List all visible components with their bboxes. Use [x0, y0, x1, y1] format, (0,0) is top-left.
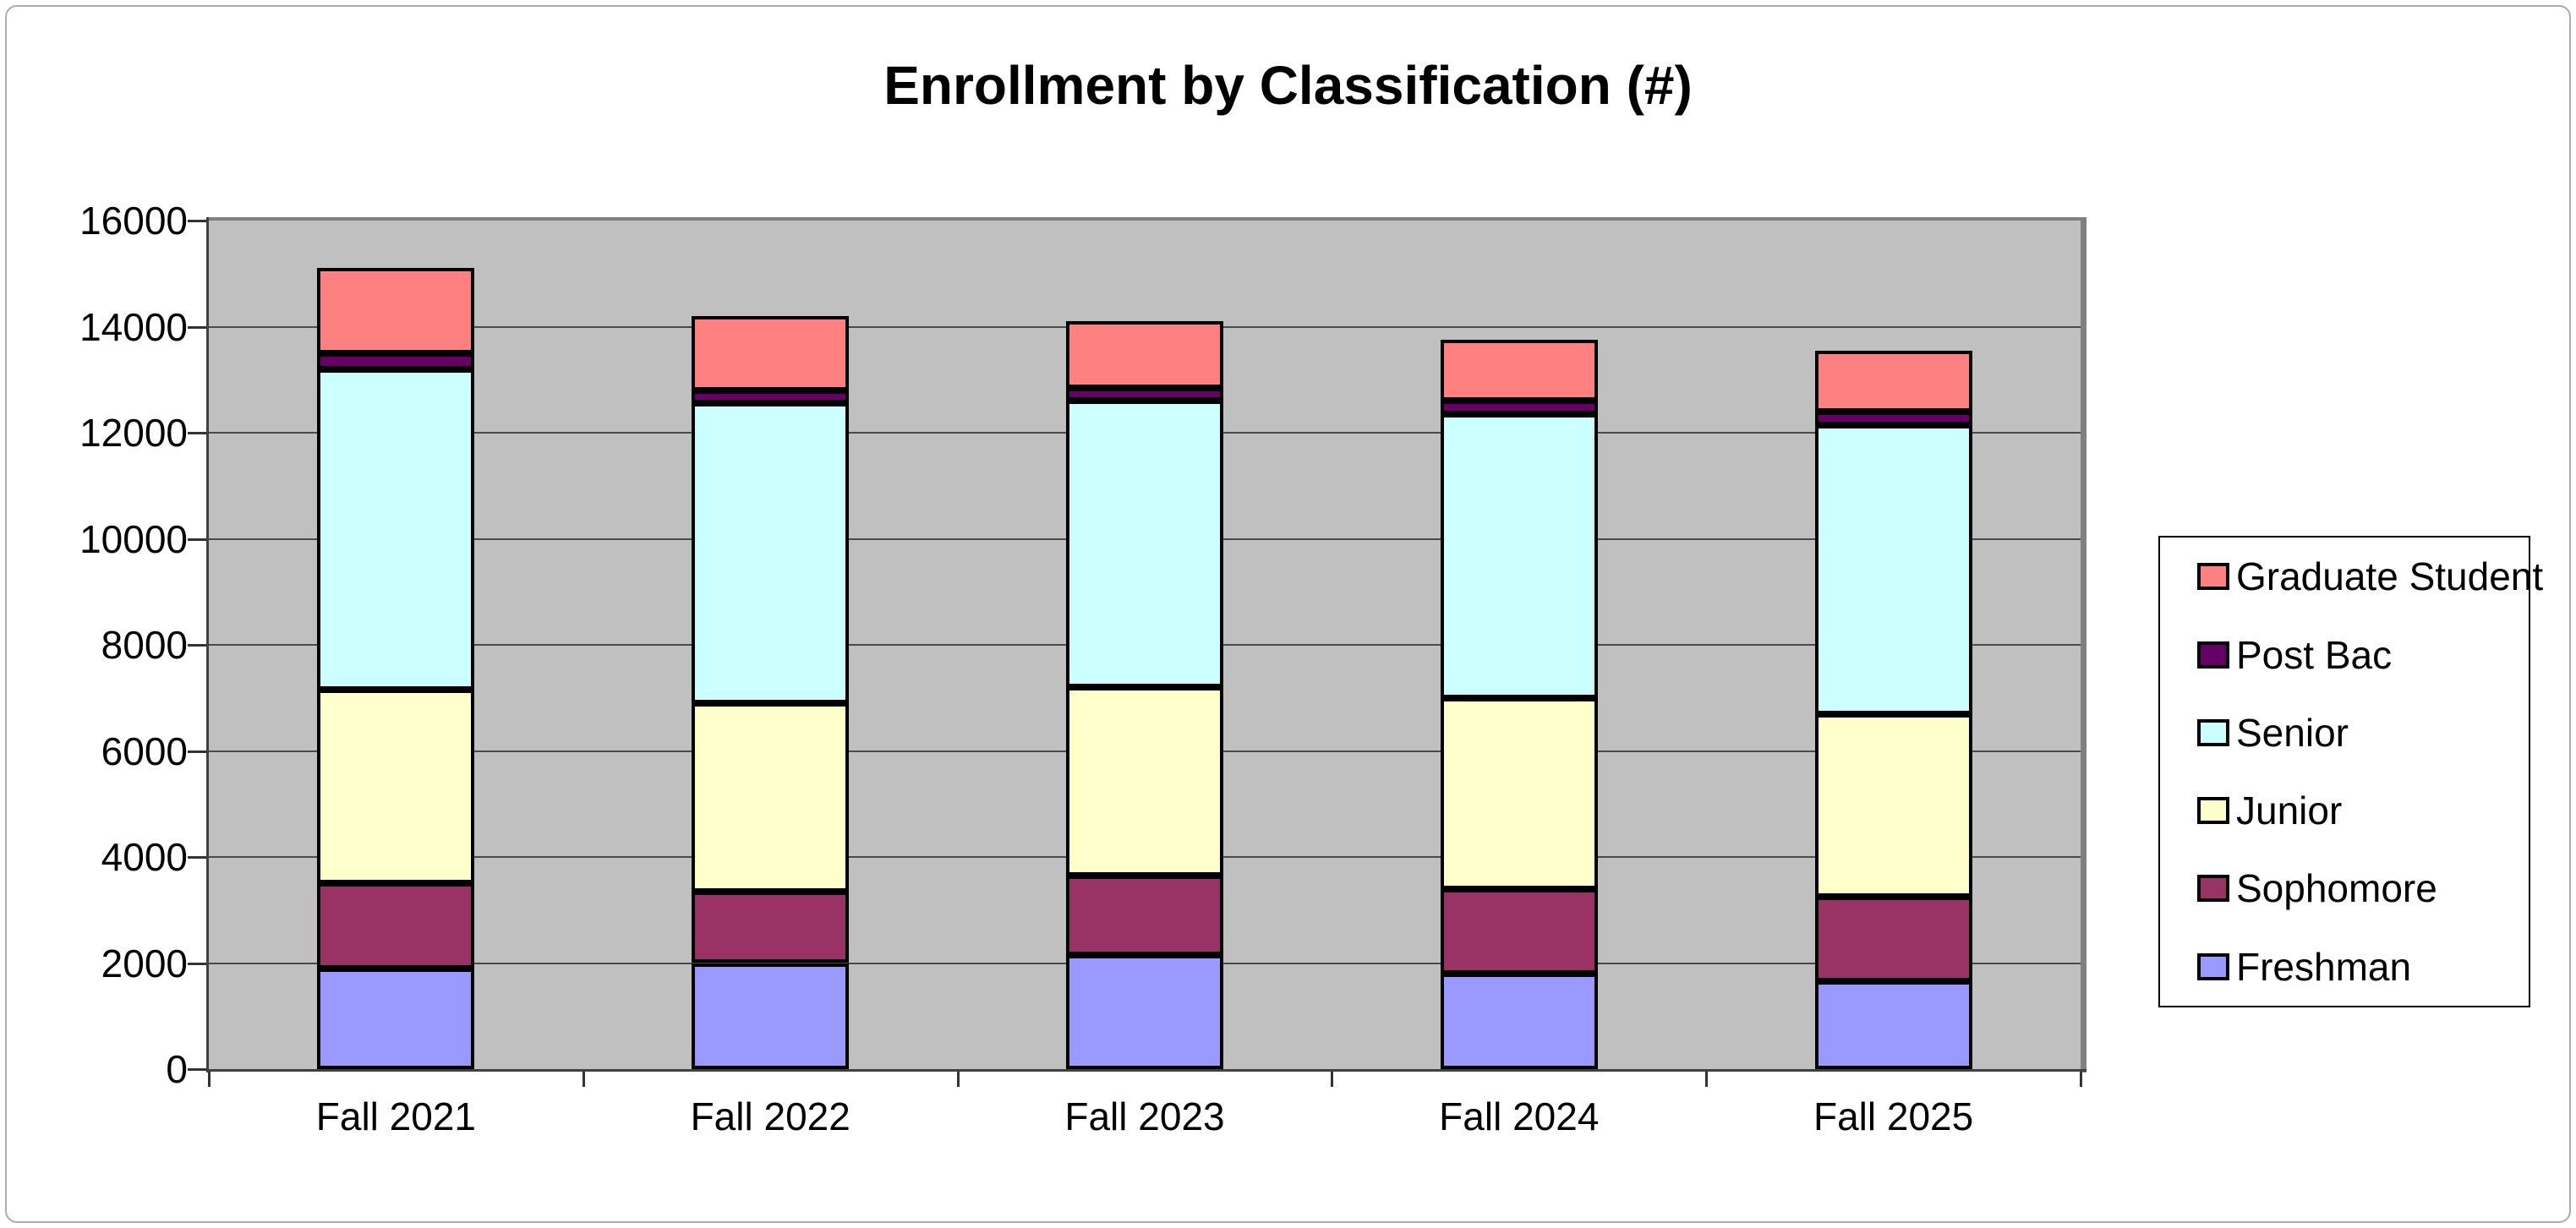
bar-segment-senior: [317, 368, 475, 690]
bar-segment-post-bac: [692, 390, 850, 404]
legend-swatch-icon: [2197, 641, 2229, 669]
bar-segment-graduate-student: [1814, 350, 1972, 412]
y-axis-tick-mark: [188, 325, 206, 329]
bar-segment-graduate-student: [1066, 321, 1223, 388]
y-axis-tick-mark: [188, 220, 206, 222]
legend-item: Post Bac: [2160, 615, 2529, 693]
plot-right-border: [2081, 217, 2087, 1072]
legend-swatch-icon: [2197, 875, 2229, 903]
legend-swatch-icon: [2197, 563, 2229, 591]
bar-segment-senior: [692, 403, 850, 704]
bar-segment-graduate-student: [1440, 340, 1598, 401]
legend-item: Graduate Student: [2160, 538, 2543, 615]
y-axis-tick-label: 4000: [101, 835, 188, 879]
x-axis-category-label: Fall 2024: [1439, 1094, 1600, 1138]
bar-segment-sophomore: [1440, 888, 1598, 974]
y-axis-tick-label: 16000: [79, 199, 188, 243]
bar-segment-freshman: [1066, 955, 1223, 1069]
y-axis-tick-label: 8000: [101, 623, 188, 667]
y-axis-tick-label: 2000: [101, 941, 188, 985]
bar-segment-sophomore: [1066, 875, 1223, 956]
bar-segment-post-bac: [1066, 387, 1223, 401]
x-axis-category-label: Fall 2022: [690, 1094, 850, 1138]
bar-segment-junior: [1814, 713, 1972, 898]
legend-label: Freshman: [2236, 944, 2412, 989]
bar-segment-sophomore: [1814, 897, 1972, 982]
x-axis-tick-mark: [208, 1072, 211, 1087]
bar-segment-freshman: [1814, 981, 1972, 1069]
bar-segment-senior: [1814, 424, 1972, 714]
legend-item: Freshman: [2160, 928, 2529, 1006]
y-axis-tick-label: 12000: [79, 411, 188, 455]
bar-segment-sophomore: [317, 883, 475, 969]
bar-segment-freshman: [692, 963, 850, 1069]
legend-label: Post Bac: [2236, 632, 2393, 677]
legend-item: Sophomore: [2160, 849, 2529, 927]
x-axis-tick-mark: [1705, 1072, 1709, 1087]
y-axis-tick-label: 14000: [79, 304, 188, 349]
bar-segment-graduate-student: [692, 315, 850, 390]
y-axis-tick-label: 6000: [101, 729, 188, 773]
x-axis-tick-mark: [1331, 1072, 1334, 1087]
y-axis-tick-label: 10000: [79, 516, 188, 561]
x-axis-category-label: Fall 2023: [1064, 1094, 1225, 1138]
bar-segment-graduate-student: [317, 268, 475, 353]
x-axis-tick-mark: [582, 1072, 585, 1087]
legend-item: Junior: [2160, 772, 2529, 849]
x-axis-tick-mark: [2080, 1072, 2082, 1087]
chart-title: Enrollment by Classification (#): [883, 55, 1693, 116]
chart-legend: Graduate Student Post Bac Senior Junior Soph…: [2158, 536, 2543, 1007]
y-axis-tick-mark: [188, 432, 206, 434]
x-axis-tick-mark: [956, 1072, 960, 1087]
x-axis-category-label: Fall 2025: [1813, 1094, 1974, 1138]
y-axis-tick-mark: [188, 644, 206, 647]
bar-segment-sophomore: [692, 891, 850, 963]
bar-segment-senior: [1440, 414, 1598, 698]
bar-segment-senior: [1066, 401, 1223, 688]
legend-swatch-icon: [2197, 952, 2229, 980]
y-axis-tick-mark: [188, 1068, 206, 1071]
bar-segment-post-bac: [1440, 401, 1598, 415]
y-axis-tick-mark: [188, 962, 206, 965]
y-axis-tick-mark: [188, 538, 206, 541]
y-axis-tick-label: 0: [166, 1047, 188, 1091]
x-axis-line: [206, 1069, 2087, 1072]
bar-segment-post-bac: [317, 352, 475, 369]
bar-segment-freshman: [1440, 974, 1598, 1069]
legend-item: Senior: [2160, 694, 2529, 772]
legend-label: Graduate Student: [2236, 554, 2544, 599]
bar-segment-junior: [1066, 687, 1223, 876]
bar-segment-junior: [692, 703, 850, 892]
x-axis-category-label: Fall 2021: [315, 1094, 477, 1138]
bar-segment-junior: [317, 690, 475, 884]
bar-segment-junior: [1440, 697, 1598, 889]
legend-label: Junior: [2236, 789, 2343, 833]
y-axis-line: [206, 217, 209, 1072]
y-axis-tick-mark: [188, 856, 206, 859]
legend-label: Sophomore: [2236, 866, 2437, 911]
legend-label: Senior: [2236, 710, 2349, 755]
plot-top-border: [206, 217, 2087, 221]
y-axis-tick-mark: [188, 750, 206, 753]
legend-swatch-icon: [2197, 718, 2229, 746]
bar-segment-freshman: [317, 968, 475, 1069]
bar-segment-post-bac: [1814, 411, 1972, 425]
legend-swatch-icon: [2197, 797, 2229, 825]
